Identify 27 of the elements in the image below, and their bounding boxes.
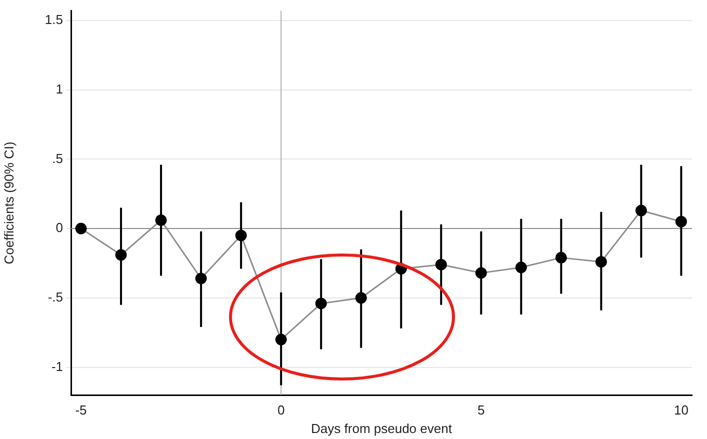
point: [435, 258, 447, 270]
point: [115, 249, 127, 261]
y-tick-label: 1.5: [44, 12, 63, 28]
point: [515, 262, 527, 274]
y-tick-label: 0: [56, 220, 63, 236]
point: [235, 230, 247, 242]
y-axis-title: Coefficients (90% CI): [1, 142, 16, 264]
point: [555, 252, 567, 264]
y-tick-label: -1: [51, 358, 63, 374]
point: [675, 216, 687, 228]
x-tick-label: 5: [478, 402, 485, 418]
point: [155, 214, 167, 226]
x-tick-label: -5: [75, 402, 87, 418]
point: [635, 204, 647, 216]
point: [355, 292, 367, 304]
point: [195, 272, 207, 284]
y-tick-label: 1: [56, 81, 63, 96]
y-tick-label: -.5: [48, 289, 63, 304]
y-tick-label: .5: [52, 150, 63, 166]
x-axis-title: Days from pseudo event: [311, 420, 452, 436]
point: [595, 256, 607, 268]
x-tick-label: 10: [674, 402, 688, 418]
point: [315, 298, 327, 310]
point: [75, 222, 87, 234]
point: [275, 334, 287, 346]
point: [475, 267, 487, 279]
x-tick-label: 0: [277, 402, 285, 418]
